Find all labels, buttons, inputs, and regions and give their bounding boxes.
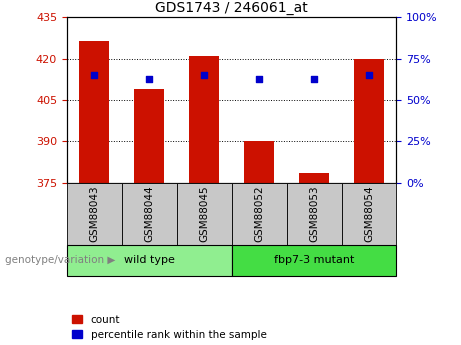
Bar <box>79 41 109 183</box>
Title: GDS1743 / 246061_at: GDS1743 / 246061_at <box>155 1 308 15</box>
Bar <box>244 141 274 183</box>
Text: wild type: wild type <box>124 256 175 265</box>
Text: GSM88045: GSM88045 <box>199 186 209 242</box>
Text: GSM88054: GSM88054 <box>364 186 374 242</box>
Bar <box>189 56 219 183</box>
Bar <box>299 173 329 183</box>
Text: GSM88052: GSM88052 <box>254 186 264 242</box>
Text: GSM88043: GSM88043 <box>89 186 99 242</box>
Text: GSM88044: GSM88044 <box>144 186 154 242</box>
Point <box>310 76 318 81</box>
Point <box>146 76 153 81</box>
Text: genotype/variation ▶: genotype/variation ▶ <box>5 256 115 265</box>
Legend: count, percentile rank within the sample: count, percentile rank within the sample <box>72 315 266 340</box>
Point <box>201 72 208 78</box>
Bar <box>354 59 384 183</box>
Text: GSM88053: GSM88053 <box>309 186 319 242</box>
Point <box>255 76 263 81</box>
Point <box>365 72 372 78</box>
Point <box>91 72 98 78</box>
Bar <box>134 89 165 183</box>
Text: fbp7-3 mutant: fbp7-3 mutant <box>274 256 354 265</box>
